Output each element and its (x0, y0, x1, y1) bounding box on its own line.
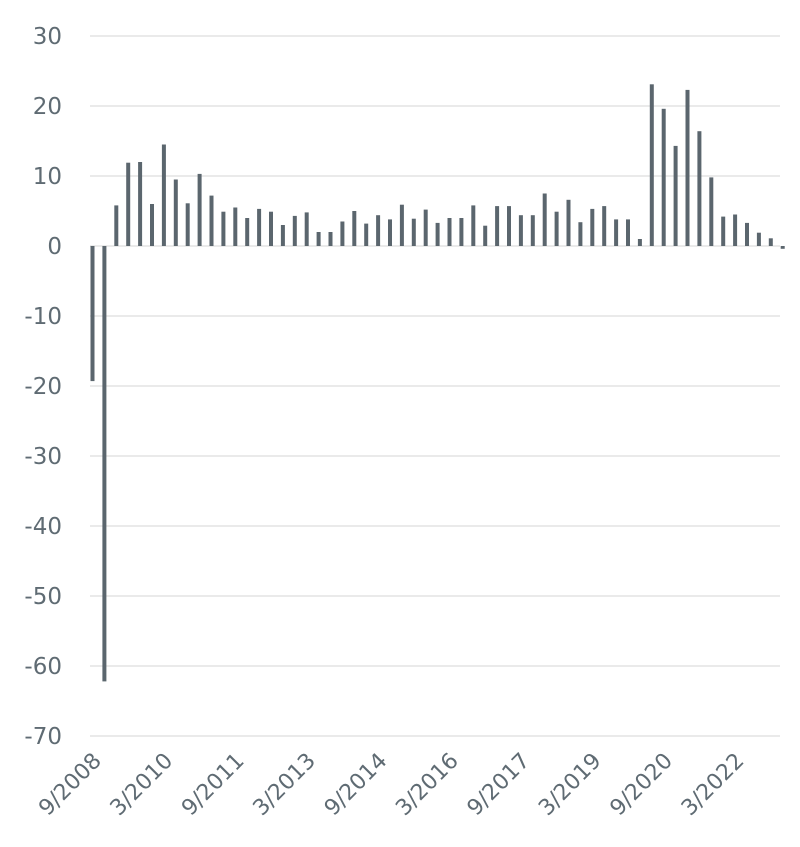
x-tick-label: 9/2020 (606, 749, 678, 821)
y-tick-label: 20 (33, 94, 62, 120)
bar (245, 218, 250, 246)
bar (411, 218, 416, 246)
bar (554, 211, 559, 246)
bar (364, 223, 369, 246)
bar (126, 162, 131, 246)
bar (280, 225, 285, 246)
bar (483, 225, 488, 246)
bar (495, 206, 500, 246)
bars (90, 84, 785, 682)
x-tick-label: 9/2011 (177, 749, 249, 821)
bar (376, 215, 381, 246)
bar (518, 215, 523, 246)
y-tick-label: -30 (24, 444, 62, 470)
bar (304, 212, 309, 246)
bar (352, 211, 357, 246)
bar (733, 214, 738, 246)
bar (602, 206, 607, 246)
bar (269, 211, 273, 246)
bar (471, 205, 476, 246)
bar (161, 144, 166, 246)
bar (530, 215, 535, 246)
bar (673, 145, 678, 246)
bar (447, 218, 452, 246)
y-tick-label: -10 (24, 304, 62, 330)
bar (316, 232, 321, 246)
bar (709, 177, 714, 246)
x-tick-label: 3/2019 (534, 749, 606, 821)
bar (90, 246, 95, 382)
bar (173, 179, 178, 246)
bar (340, 221, 345, 246)
bar (566, 199, 571, 246)
y-tick-label: 10 (33, 164, 62, 190)
bar (768, 238, 773, 246)
x-tick-label: 3/2010 (106, 749, 178, 821)
gridlines (90, 35, 780, 737)
bar (388, 219, 392, 246)
bar (578, 222, 583, 246)
bar (507, 206, 511, 246)
bar (328, 232, 333, 246)
bar (114, 205, 119, 246)
x-tick-label: 3/2013 (249, 749, 321, 821)
bar (221, 211, 226, 246)
x-tick-label: 9/2017 (463, 749, 535, 821)
bar (780, 246, 785, 249)
y-tick-label: -20 (24, 374, 62, 400)
bar (614, 219, 619, 246)
bar (423, 209, 428, 246)
bar (756, 232, 761, 246)
bar (257, 208, 262, 246)
bar (590, 208, 595, 246)
x-tick-label: 3/2016 (391, 749, 463, 821)
bar (399, 204, 404, 246)
bar (661, 108, 666, 246)
bar (209, 195, 214, 246)
bar (185, 203, 190, 246)
bar (138, 162, 143, 246)
bar (626, 219, 630, 246)
bar (649, 84, 654, 246)
y-axis-tick-labels: 30 20 10 0 -10 -20 -30 -40 -50 -60 -70 (24, 24, 62, 750)
x-tick-label: 3/2022 (677, 749, 749, 821)
bar (637, 239, 642, 246)
bar (459, 218, 464, 246)
bar (197, 173, 202, 246)
bar (435, 222, 440, 246)
bar (697, 131, 702, 246)
x-tick-label: 9/2008 (34, 749, 106, 821)
y-tick-label: -50 (24, 584, 62, 610)
bar (685, 89, 690, 247)
bar (102, 246, 107, 682)
y-tick-label: -60 (24, 654, 62, 680)
bar (745, 222, 749, 246)
x-tick-label: 9/2014 (320, 749, 392, 821)
y-tick-label: 0 (47, 234, 62, 260)
bar (721, 216, 726, 246)
x-axis-tick-labels: 9/20083/20109/20113/20139/20143/20169/20… (34, 749, 749, 821)
y-tick-label: -40 (24, 514, 62, 540)
bar (292, 215, 297, 246)
bar (150, 204, 154, 246)
y-tick-label: 30 (33, 24, 62, 50)
bar (542, 193, 547, 246)
y-tick-label: -70 (24, 724, 62, 750)
bar (233, 207, 238, 246)
